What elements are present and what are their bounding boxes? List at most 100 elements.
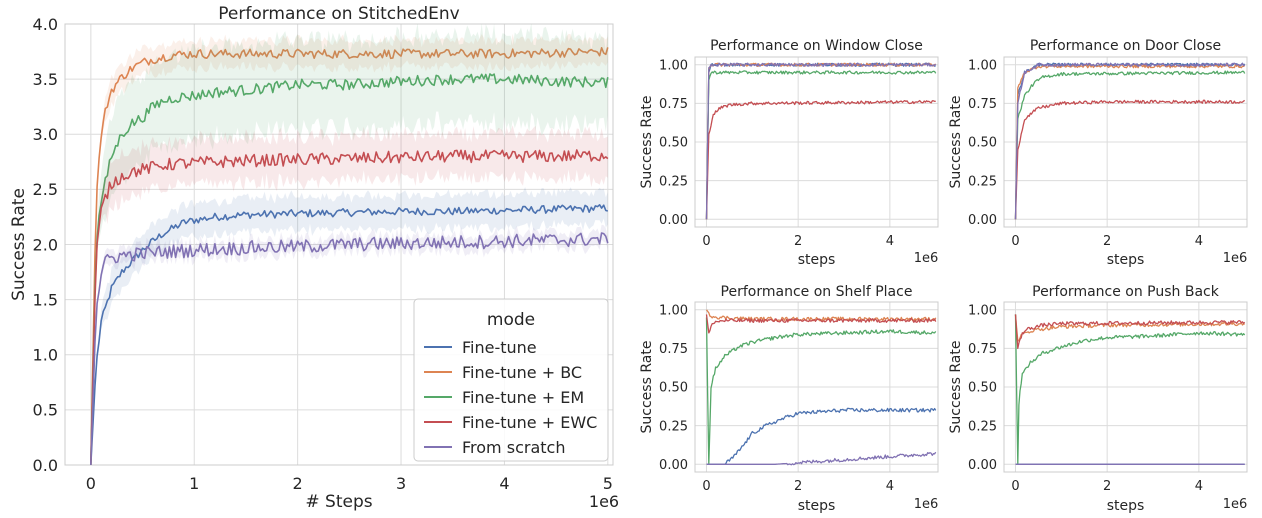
y-axis-label: Success Rate	[948, 341, 964, 434]
y-tick-label: 1.00	[659, 303, 688, 318]
x-tick-label: 2	[794, 234, 802, 249]
y-tick-label: 0.25	[968, 174, 997, 189]
plot-frame	[1003, 301, 1248, 473]
y-tick-label: 0.75	[659, 97, 688, 112]
chart-title: Performance on Push Back	[1032, 284, 1220, 300]
series-group	[1014, 62, 1246, 220]
y-tick-label: 0.00	[659, 213, 688, 228]
plot-frame	[64, 23, 614, 466]
x-axis-label: steps	[1107, 498, 1145, 514]
y-tick-label: 0.50	[968, 136, 997, 151]
series-line-3	[1014, 314, 1246, 350]
plot-frame	[694, 56, 939, 228]
series-line-2	[90, 73, 609, 465]
x-axis-label: steps	[1107, 252, 1145, 268]
series-line-2	[1014, 314, 1246, 465]
x-tick-label: 4	[886, 479, 894, 494]
legend-box	[413, 298, 609, 462]
legend-entry: Fine-tune + EWC	[462, 413, 597, 432]
y-axis-label: Success Rate	[639, 96, 655, 189]
x-tick-label: 5	[603, 474, 613, 493]
series-line-3	[1014, 99, 1246, 220]
y-tick-label: 0.25	[659, 174, 688, 189]
series-line-1	[1014, 314, 1245, 342]
x-tick-label: 4	[1195, 479, 1203, 494]
y-tick-label: 0.00	[968, 213, 997, 228]
y-tick-label: 0.5	[33, 401, 58, 420]
y-tick-label: 2.5	[33, 180, 58, 199]
x-tick-label: 3	[396, 474, 406, 493]
y-tick-label: 2.0	[33, 235, 58, 254]
series-line-3	[705, 314, 937, 334]
y-tick-label: 0.50	[968, 381, 997, 396]
series-line-4	[1014, 62, 1246, 220]
legend-title: mode	[487, 310, 535, 330]
legend-entry: From scratch	[462, 438, 565, 457]
y-tick-label: 1.00	[659, 58, 688, 73]
x-tick-label: 0	[1011, 479, 1019, 494]
chart-panel-4: 0 2 4 0.00 0.25 0.50 0.75 1.00 Performance on Pu…	[948, 284, 1248, 514]
x-tick-label: 2	[1103, 479, 1111, 494]
y-tick-label: 1.00	[968, 58, 997, 73]
y-tick-label: 3.0	[33, 125, 58, 144]
x-tick-label: 1	[189, 474, 199, 493]
series-band-2	[90, 24, 608, 465]
y-tick-label: 1.0	[33, 346, 58, 365]
y-tick-label: 0.75	[968, 342, 997, 357]
series-line-0	[90, 204, 608, 465]
y-tick-label: 0.00	[659, 458, 688, 473]
legend: mode Fine-tune Fine-tune + BC Fine-tune + E…	[413, 298, 609, 462]
series-line-0	[706, 407, 937, 465]
plot-frame	[1003, 56, 1248, 228]
y-axis-label: Success Rate	[9, 188, 29, 301]
series-group	[90, 24, 609, 465]
chart-title: Performance on Window Close	[710, 38, 923, 54]
series-band-0	[90, 187, 608, 465]
series-line-1	[90, 47, 609, 465]
series-group	[705, 62, 937, 220]
x-tick-label: 2	[794, 479, 802, 494]
series-line-4	[706, 451, 937, 466]
x-axis-label: steps	[798, 498, 836, 514]
x-axis-multiplier: 1e6	[589, 492, 619, 511]
legend-entry: Fine-tune + BC	[462, 363, 582, 382]
y-tick-label: 0.50	[659, 136, 688, 151]
series-line-0	[705, 62, 936, 220]
x-axis-label: steps	[798, 252, 836, 268]
x-tick-label: 4	[1195, 234, 1203, 249]
series-line-0	[1014, 62, 1246, 220]
y-axis-label: Success Rate	[639, 341, 655, 434]
y-tick-label: 0.25	[968, 419, 997, 434]
x-axis-multiplier: 1e6	[1223, 251, 1248, 266]
series-line-4	[90, 232, 609, 465]
chart-panel-1: 0 2 4 0.00 0.25 0.50 0.75 1.00 Performance on Wi…	[639, 38, 939, 268]
y-tick-label: 0.75	[968, 97, 997, 112]
series-line-2	[705, 70, 937, 220]
series-line-1	[705, 309, 937, 322]
chart-title: Performance on Shelf Place	[721, 284, 913, 300]
y-tick-label: 0.50	[659, 381, 688, 396]
x-tick-label: 0	[702, 479, 710, 494]
y-axis-label: Success Rate	[948, 96, 964, 189]
x-tick-label: 0	[86, 474, 96, 493]
x-axis-label: # Steps	[305, 492, 372, 512]
x-axis-multiplier: 1e6	[914, 251, 939, 266]
series-line-2	[705, 317, 937, 465]
series-group	[705, 309, 937, 466]
y-tick-label: 0.0	[33, 456, 58, 475]
series-line-1	[705, 62, 936, 220]
x-axis-multiplier: 1e6	[1223, 497, 1248, 512]
y-tick-label: 0.75	[659, 342, 688, 357]
x-tick-label: 4	[886, 234, 894, 249]
chart-title: Performance on StitchedEnv	[218, 4, 460, 24]
y-tick-label: 3.5	[33, 70, 58, 89]
y-tick-label: 1.5	[33, 290, 58, 309]
series-line-4	[705, 62, 937, 220]
x-axis-multiplier: 1e6	[914, 497, 939, 512]
x-tick-label: 0	[1011, 234, 1019, 249]
series-line-2	[1014, 70, 1246, 220]
series-line-3	[705, 99, 936, 220]
legend-entry: Fine-tune + EM	[462, 388, 584, 407]
plot-frame	[694, 301, 939, 473]
y-tick-label: 1.00	[968, 303, 997, 318]
